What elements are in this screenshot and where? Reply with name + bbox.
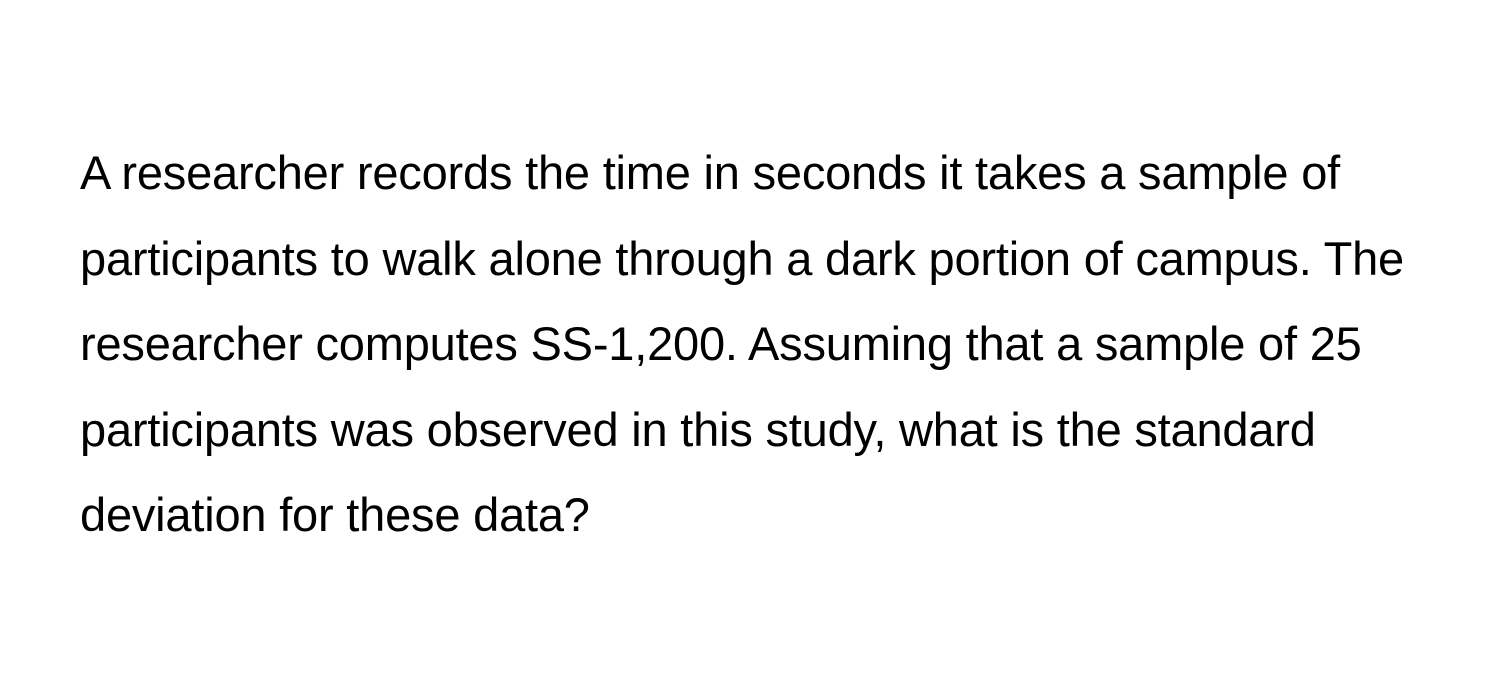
question-paragraph: A researcher records the time in seconds…	[80, 130, 1420, 558]
